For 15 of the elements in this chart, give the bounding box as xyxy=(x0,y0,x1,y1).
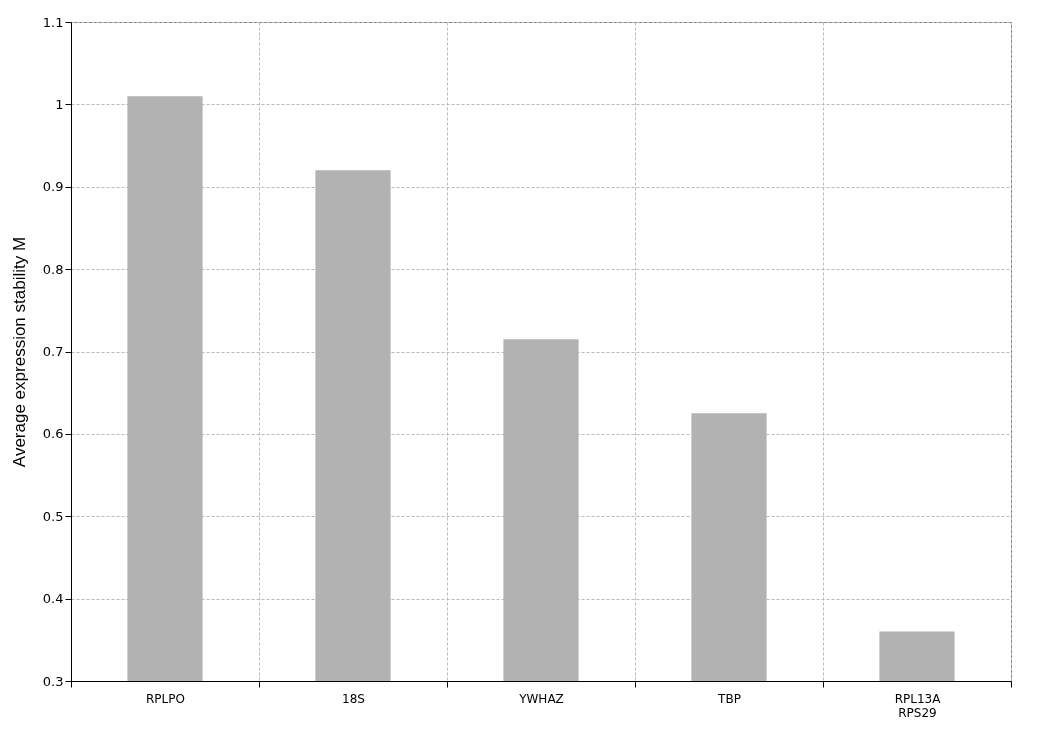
y-tick-label: 0.3 xyxy=(42,673,64,689)
y-tick-label: 0.9 xyxy=(42,179,64,195)
y-tick-label: 1 xyxy=(55,96,64,112)
y-axis-title: Average expression stability M xyxy=(9,236,29,468)
y-tick-label: 0.5 xyxy=(42,508,64,524)
y-tick-label: 0.8 xyxy=(42,261,64,277)
x-tick-label: 18S xyxy=(342,691,365,706)
y-tick-label: 1.1 xyxy=(42,14,64,30)
y-tick-label: 0.7 xyxy=(42,344,64,359)
y-tick-label: 0.6 xyxy=(42,426,64,442)
y-tick-label: 0.4 xyxy=(42,591,64,607)
x-tick-label: YWHAZ xyxy=(518,691,564,706)
x-tick-label: RPLPO xyxy=(146,691,185,706)
x-tick-label: TBP xyxy=(717,691,741,706)
x-tick-label: RPL13A RPS29 xyxy=(894,691,942,720)
